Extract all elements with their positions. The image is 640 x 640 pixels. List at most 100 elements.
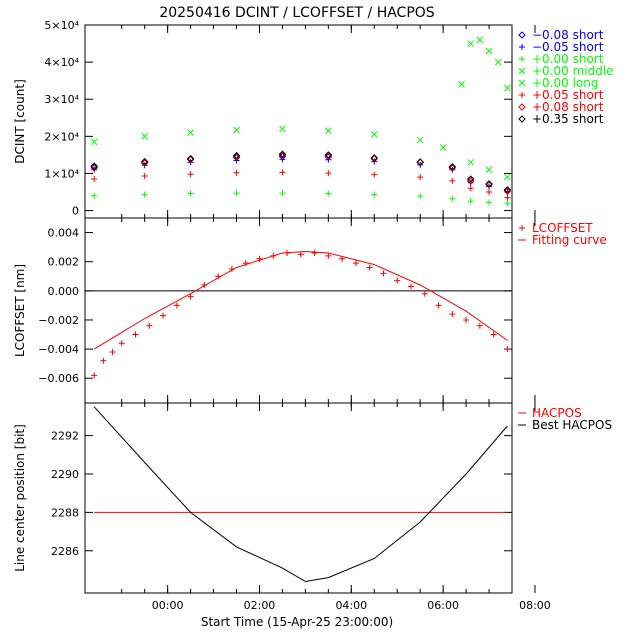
data-point [109,349,116,356]
legend-item: −0.08 short [518,28,604,42]
data-point [297,251,304,258]
data-point [407,283,414,290]
series--0-00-short [91,190,511,207]
data-point [91,176,98,183]
data-point [324,152,333,160]
y-tick-label: −0.004 [38,343,79,356]
legend-marker [518,67,526,75]
data-point [91,372,98,379]
data-point [449,195,456,202]
data-point [458,81,465,88]
data-point [325,190,332,197]
y-axis-label: DCINT [count] [13,79,27,164]
data-point [233,169,240,176]
y-tick-label: 4×10⁴ [44,56,79,69]
legend-marker [519,92,525,98]
y-tick-label: 1×10⁴ [44,167,79,180]
legend-item: +0.00 middle [518,64,614,78]
data-point [91,192,98,199]
data-point [90,163,98,171]
plot-frame [84,24,513,219]
data-point [467,158,475,166]
data-point [467,185,474,192]
data-point [325,252,332,259]
legend-marker [518,31,526,39]
data-point [494,58,502,66]
legend-label: +0.00 long [532,76,599,90]
legend-label: +0.35 short [532,112,604,126]
data-point [279,125,286,133]
data-point [380,270,387,277]
data-point [448,164,457,172]
legend-item: Best HACPOS [518,418,612,432]
y-tick-label: 0 [72,205,79,218]
data-point [232,151,241,160]
data-point [160,312,167,319]
legend-marker [519,56,525,62]
data-point [504,173,511,181]
data-point [242,260,249,267]
data-point [324,127,332,135]
series--0-35-short [90,150,512,194]
data-point [141,162,148,169]
data-point [366,264,373,271]
series-line [93,250,508,350]
data-point [187,190,194,197]
legend-marker [518,103,526,111]
data-point [486,189,493,196]
y-tick-label: 0.004 [48,227,80,240]
legend-label: Fitting curve [532,233,607,247]
panel-2: −0.006 −0.004 −0.002 0.000 0.002 0.004 LCOFFSE… [13,217,607,404]
data-point [467,40,475,47]
data-point [476,322,483,329]
chart-title: 20250416 DCINT / LCOFFSET / HACPOS [159,5,434,21]
data-point [467,198,474,205]
legend-label: HACPOS [532,406,582,420]
data-point [90,164,98,172]
data-point [118,340,125,347]
data-point [370,154,378,163]
legend-marker [518,115,526,123]
data-point [371,171,378,178]
data-point [278,151,287,159]
y-tick-label: 0.000 [48,285,80,298]
data-point [140,157,149,166]
series--0-08-short [90,151,512,195]
data-point [394,277,401,284]
data-point [352,260,359,267]
data-point [486,199,493,206]
data-point [141,173,148,180]
data-point [449,177,456,184]
series--0-05-short [91,169,511,201]
y-tick-label: −0.002 [38,314,79,327]
data-point [187,171,194,178]
data-point [311,249,318,256]
data-point [100,357,107,364]
data-point [370,154,378,162]
data-point [421,290,428,297]
data-point [232,153,241,161]
y-tick-label: 2292 [51,430,79,443]
data-point [279,190,286,197]
data-point [186,154,195,163]
data-point [490,331,497,338]
data-point [324,151,333,159]
data-point [325,170,332,177]
data-point [146,322,153,329]
data-point [504,346,511,353]
data-point [187,293,194,300]
legend-marker [519,44,525,50]
y-tick-label: 2288 [51,506,79,519]
data-point [504,84,511,92]
x-tick-label: 02:00 [244,599,276,612]
series-line [93,406,508,583]
x-tick-label: 06:00 [427,599,459,612]
data-point [233,126,240,134]
data-point [233,190,240,197]
y-tick-label: −0.006 [38,372,79,385]
data-point [141,191,148,198]
data-point [485,180,493,189]
legend-marker [518,79,526,87]
series--0-05-short [91,156,511,196]
